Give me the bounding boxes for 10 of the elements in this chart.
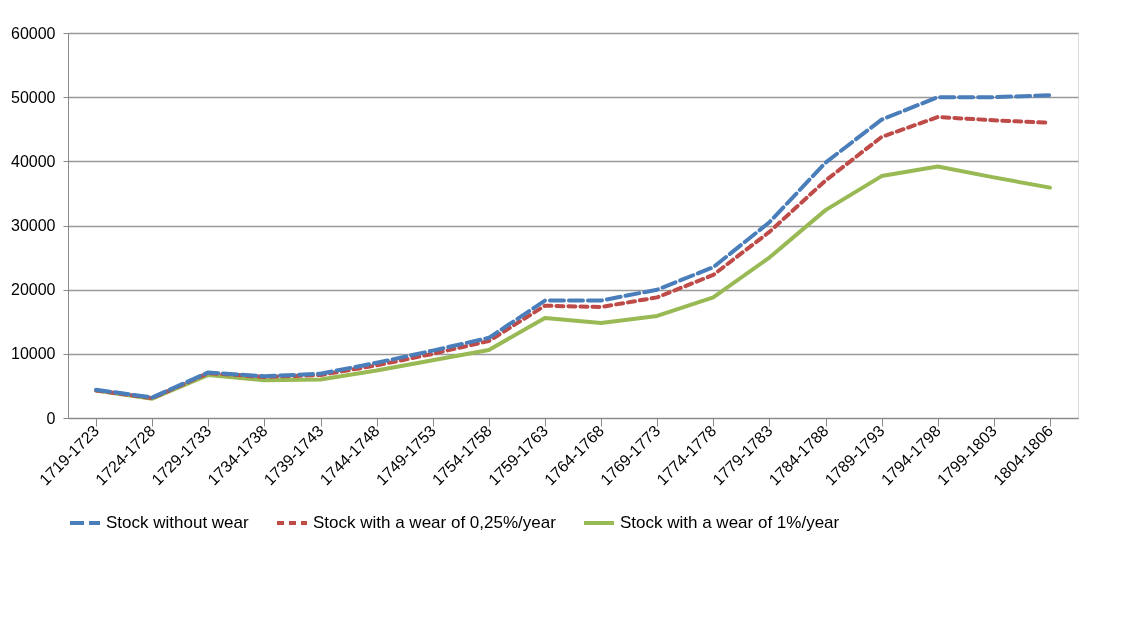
y-tick-label: 50000: [11, 88, 56, 106]
legend-label: Stock without wear: [106, 513, 250, 532]
legend-label: Stock with a wear of 0,25%/year: [313, 513, 557, 532]
y-tick-label: 0: [46, 409, 56, 427]
y-tick-label: 60000: [11, 24, 56, 42]
y-tick-label: 40000: [11, 152, 56, 170]
y-tick-label: 10000: [11, 345, 56, 363]
legend-label: Stock with a wear of 1%/year: [620, 513, 840, 532]
y-tick-label: 30000: [11, 217, 56, 234]
y-tick-label: 20000: [11, 281, 56, 299]
